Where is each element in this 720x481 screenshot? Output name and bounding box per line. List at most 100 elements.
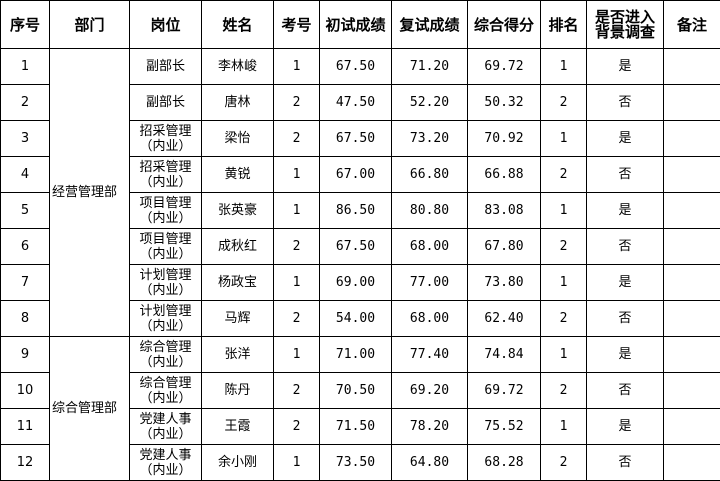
cell-name: 陈丹 (201, 372, 274, 409)
cell-background-check: 是 (586, 264, 664, 301)
cell-second-score: 69.20 (391, 372, 468, 409)
cell-name: 张英豪 (201, 192, 274, 229)
cell-exam-no: 1 (273, 48, 320, 85)
cell-second-score: 68.00 (391, 228, 468, 265)
cell-note (663, 192, 720, 229)
cell-no: 1 (0, 48, 50, 85)
cell-exam-no: 2 (273, 228, 320, 265)
cell-total-score: 67.80 (467, 228, 541, 265)
cell-exam-no: 2 (273, 300, 320, 337)
cell-position: 项目管理（内业） (129, 192, 202, 229)
cell-position: 副部长 (129, 84, 202, 121)
cell-rank: 1 (540, 192, 587, 229)
cell-background-check: 是 (586, 120, 664, 157)
cell-background-check: 否 (586, 444, 664, 481)
cell-exam-no: 2 (273, 120, 320, 157)
cell-second-score: 77.40 (391, 336, 468, 373)
cell-note (663, 300, 720, 337)
cell-first-score: 67.50 (319, 120, 392, 157)
cell-note (663, 120, 720, 157)
table-row: 4 招采管理（内业） 黄锐 1 67.00 66.80 66.88 2 否 (0, 156, 720, 193)
cell-department: 综合管理部 (49, 336, 130, 481)
cell-exam-no: 1 (273, 156, 320, 193)
table-row: 12 党建人事（内业） 余小刚 1 73.50 64.80 68.28 2 否 (0, 444, 720, 481)
cell-note (663, 336, 720, 373)
cell-background-check: 是 (586, 192, 664, 229)
cell-note (663, 444, 720, 481)
cell-rank: 2 (540, 444, 587, 481)
cell-background-check: 是 (586, 408, 664, 445)
cell-no: 2 (0, 84, 50, 121)
cell-name: 王霞 (201, 408, 274, 445)
cell-total-score: 66.88 (467, 156, 541, 193)
cell-exam-no: 2 (273, 84, 320, 121)
cell-no: 3 (0, 120, 50, 157)
cell-position: 综合管理（内业） (129, 372, 202, 409)
cell-background-check: 否 (586, 228, 664, 265)
cell-note (663, 48, 720, 85)
cell-first-score: 67.50 (319, 228, 392, 265)
cell-exam-no: 1 (273, 444, 320, 481)
header-position: 岗位 (129, 0, 202, 49)
cell-no: 8 (0, 300, 50, 337)
cell-note (663, 156, 720, 193)
cell-position: 招采管理（内业） (129, 156, 202, 193)
cell-name: 李林峻 (201, 48, 274, 85)
cell-position: 计划管理（内业） (129, 264, 202, 301)
cell-total-score: 73.80 (467, 264, 541, 301)
cell-no: 11 (0, 408, 50, 445)
cell-rank: 2 (540, 84, 587, 121)
header-row: 序号 部门 岗位 姓名 考号 初试成绩 复试成绩 综合得分 排名 是否进入背景调查 备注 (0, 0, 720, 49)
cell-total-score: 69.72 (467, 372, 541, 409)
cell-position: 项目管理（内业） (129, 228, 202, 265)
header-no: 序号 (0, 0, 50, 49)
cell-first-score: 67.00 (319, 156, 392, 193)
table-row: 2 副部长 唐林 2 47.50 52.20 50.32 2 否 (0, 84, 720, 121)
cell-background-check: 否 (586, 156, 664, 193)
cell-first-score: 47.50 (319, 84, 392, 121)
header-background-check: 是否进入背景调查 (586, 0, 664, 49)
cell-first-score: 54.00 (319, 300, 392, 337)
cell-note (663, 228, 720, 265)
cell-total-score: 75.52 (467, 408, 541, 445)
cell-first-score: 86.50 (319, 192, 392, 229)
cell-note (663, 408, 720, 445)
cell-rank: 1 (540, 120, 587, 157)
cell-total-score: 50.32 (467, 84, 541, 121)
cell-second-score: 52.20 (391, 84, 468, 121)
cell-first-score: 69.00 (319, 264, 392, 301)
header-department: 部门 (49, 0, 130, 49)
cell-rank: 1 (540, 48, 587, 85)
table-row: 6 项目管理（内业） 成秋红 2 67.50 68.00 67.80 2 否 (0, 228, 720, 265)
cell-rank: 2 (540, 372, 587, 409)
cell-second-score: 68.00 (391, 300, 468, 337)
cell-note (663, 84, 720, 121)
cell-second-score: 80.80 (391, 192, 468, 229)
cell-position: 党建人事（内业） (129, 408, 202, 445)
cell-rank: 2 (540, 228, 587, 265)
cell-total-score: 74.84 (467, 336, 541, 373)
cell-no: 6 (0, 228, 50, 265)
cell-no: 10 (0, 372, 50, 409)
cell-second-score: 73.20 (391, 120, 468, 157)
cell-second-score: 77.00 (391, 264, 468, 301)
cell-no: 7 (0, 264, 50, 301)
cell-position: 招采管理（内业） (129, 120, 202, 157)
header-rank: 排名 (540, 0, 587, 49)
table-row: 11 党建人事（内业） 王霞 2 71.50 78.20 75.52 1 是 (0, 408, 720, 445)
cell-total-score: 70.92 (467, 120, 541, 157)
cell-total-score: 69.72 (467, 48, 541, 85)
cell-first-score: 70.50 (319, 372, 392, 409)
header-exam-no: 考号 (273, 0, 320, 49)
cell-rank: 2 (540, 300, 587, 337)
cell-background-check: 否 (586, 300, 664, 337)
cell-name: 梁怡 (201, 120, 274, 157)
table-row: 10 综合管理（内业） 陈丹 2 70.50 69.20 69.72 2 否 (0, 372, 720, 409)
cell-background-check: 否 (586, 372, 664, 409)
cell-position: 副部长 (129, 48, 202, 85)
cell-background-check: 否 (586, 84, 664, 121)
cell-name: 马辉 (201, 300, 274, 337)
header-total-score: 综合得分 (467, 0, 541, 49)
cell-rank: 1 (540, 408, 587, 445)
